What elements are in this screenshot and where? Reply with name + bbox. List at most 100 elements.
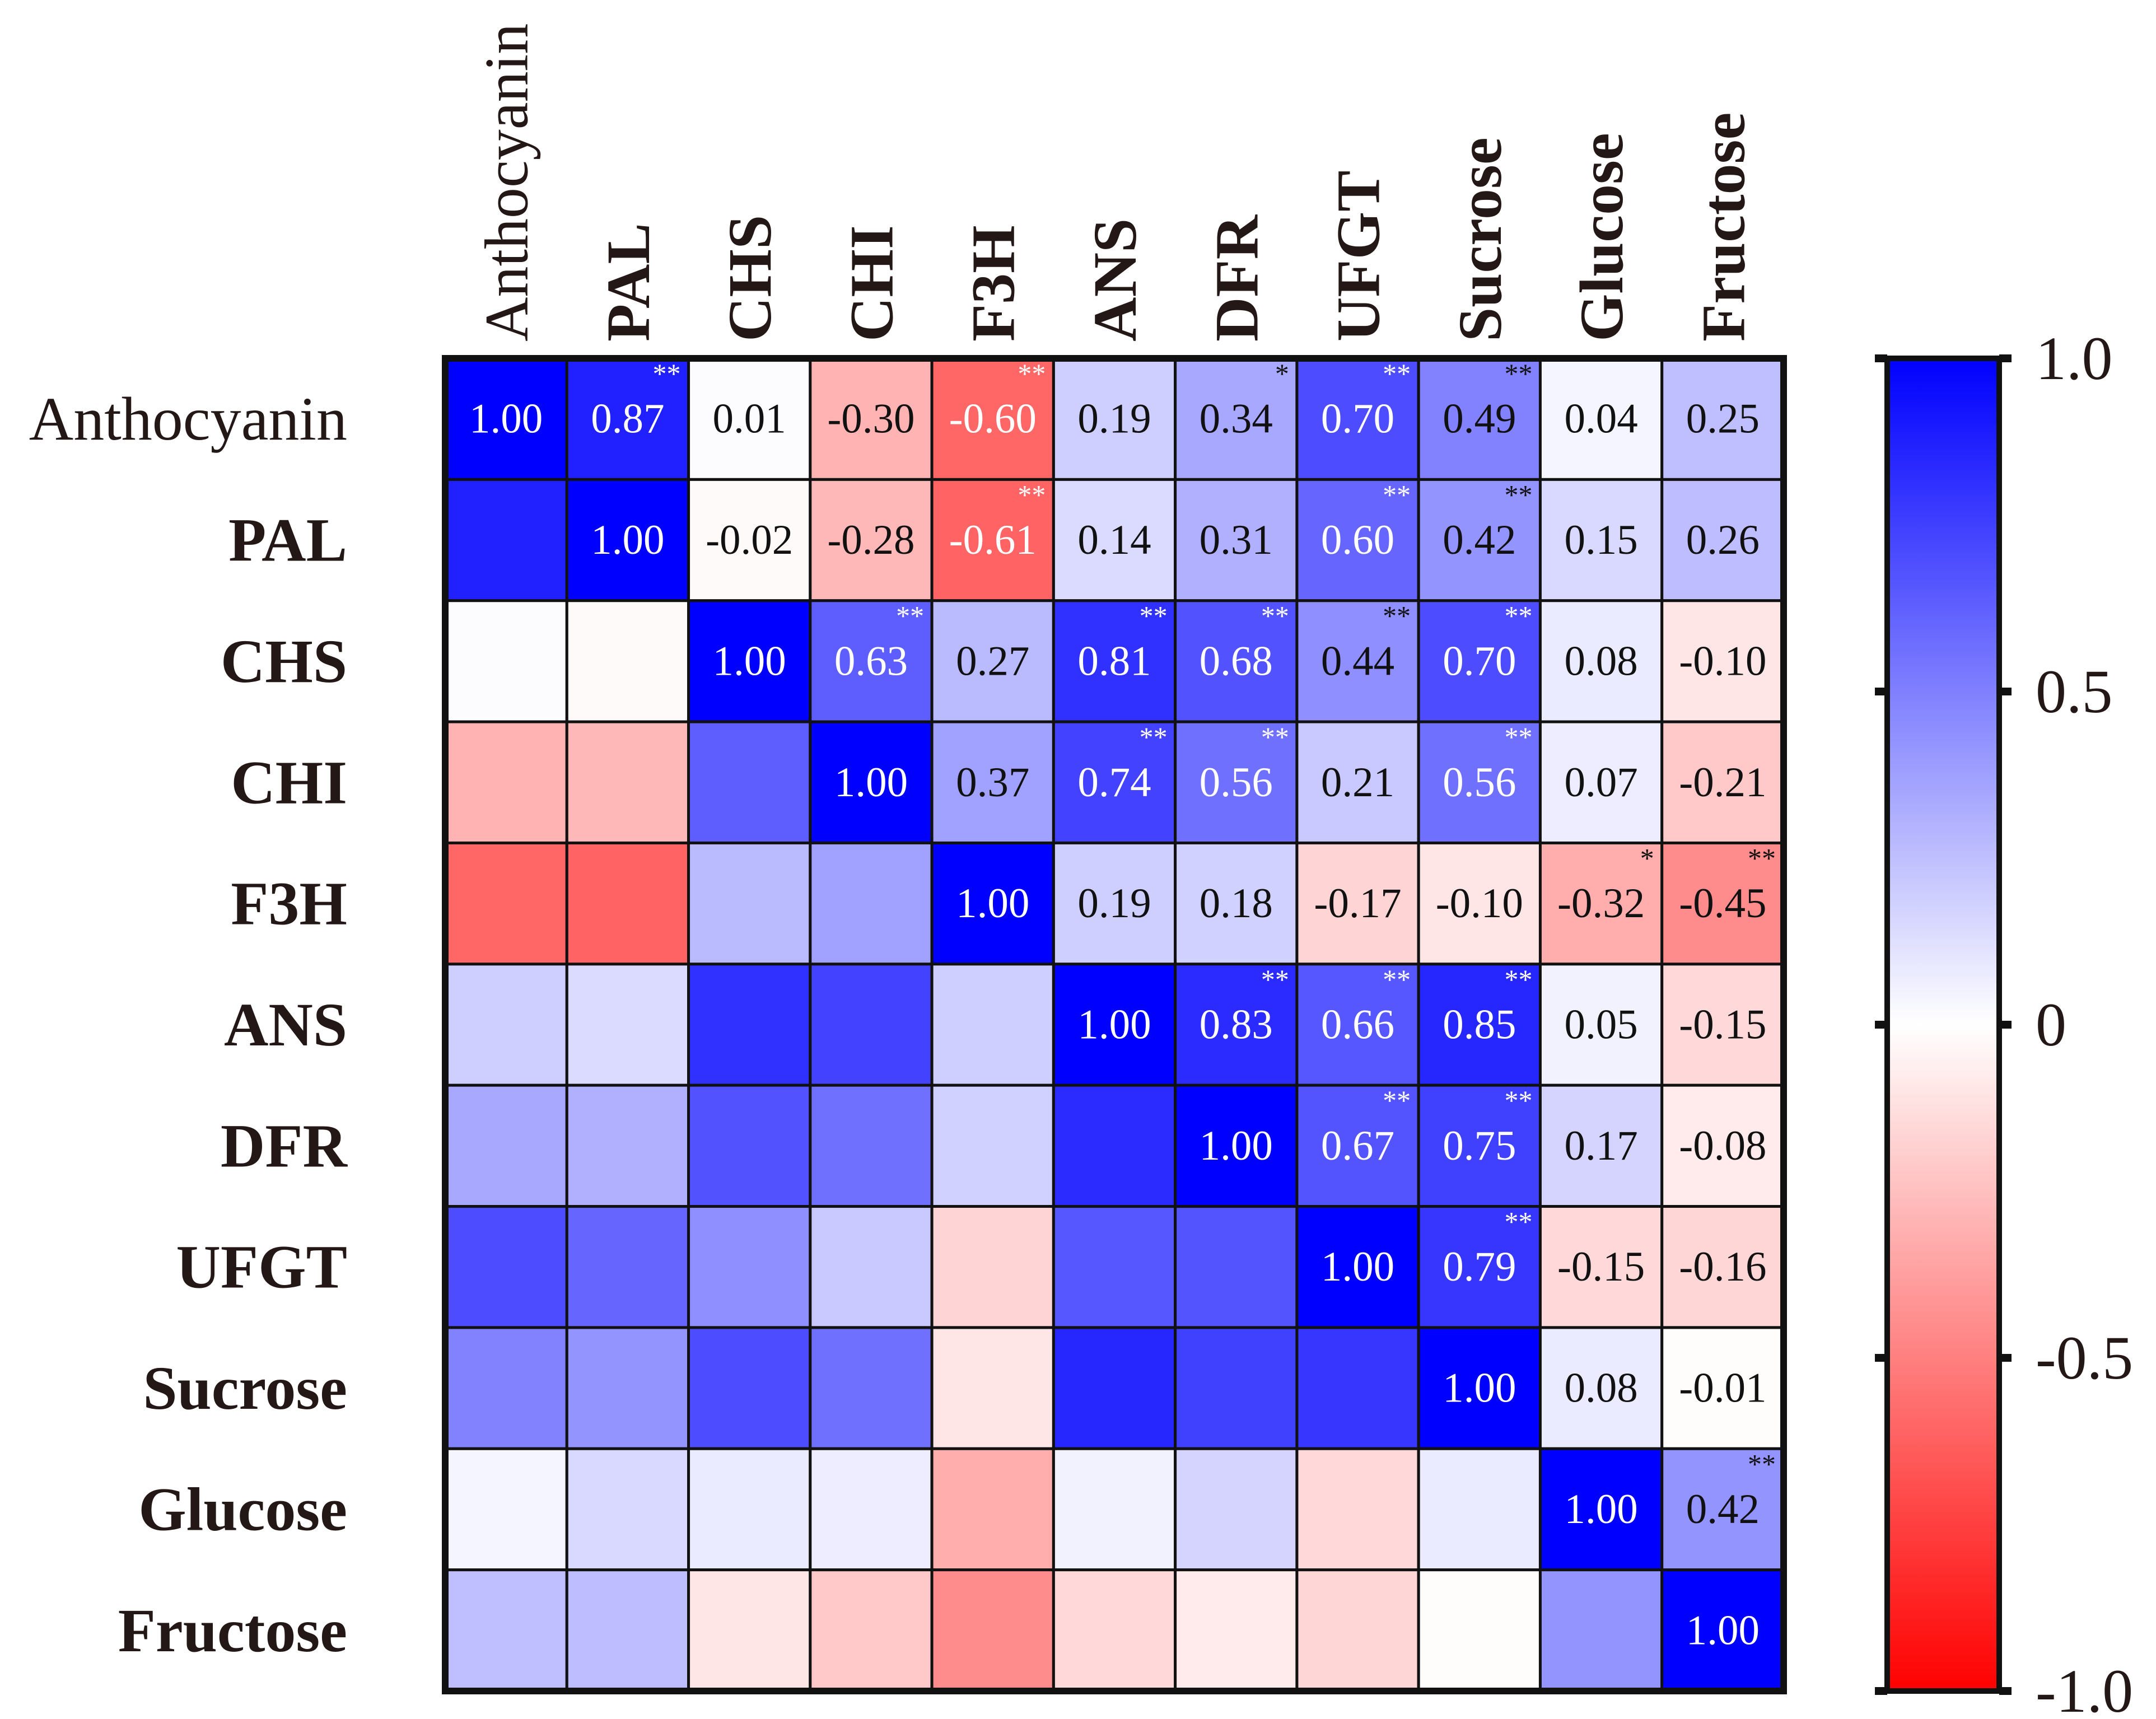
colorbar-tick-label: -0.5: [2036, 1324, 2133, 1392]
cell-value-label: 0.42: [1686, 1486, 1760, 1533]
significance-marker: **: [1504, 479, 1532, 510]
heatmap-cell: [809, 1205, 934, 1329]
heatmap-cell: [1295, 1568, 1420, 1693]
cell-value-label: -0.61: [949, 517, 1037, 563]
cell-value-label: 1.00: [469, 396, 543, 442]
colorbar-ticks: 1.0 0.5 0 -0.5 -1.0: [1875, 324, 2133, 1719]
column-label: Glucose: [1567, 133, 1636, 342]
heatmap-cell: [809, 1083, 934, 1208]
row-labels: Anthocyanin PAL CHS CHI F3H ANS DFR UFGT Sucrose…: [29, 385, 348, 1665]
heatmap-cell: [1660, 841, 1785, 966]
column-label: Sucrose: [1446, 137, 1514, 342]
cell-value-label: 0.18: [1200, 880, 1273, 927]
significance-marker: **: [1383, 964, 1411, 995]
heatmap-cell: [1417, 1326, 1542, 1450]
cell-value-label: 0.56: [1443, 759, 1516, 806]
heatmap-cell: [1417, 478, 1542, 602]
significance-marker: **: [1748, 1448, 1776, 1479]
heatmap-cell: [930, 1447, 1055, 1572]
cell-value-label: 0.70: [1443, 638, 1516, 684]
row-label: DFR: [221, 1111, 348, 1180]
cell-value-label: 0.08: [1564, 1365, 1637, 1412]
heatmap-cell: [687, 1326, 812, 1450]
cell-value-label: 0.79: [1443, 1244, 1516, 1290]
cell-value-label: 1.00: [713, 638, 786, 684]
significance-marker: **: [1018, 358, 1046, 389]
heatmap-cell: [1660, 478, 1785, 602]
heatmap-cell: [444, 1326, 568, 1450]
row-label: CHI: [231, 748, 347, 816]
significance-marker: **: [1261, 721, 1289, 753]
heatmap-cell: [1295, 1447, 1420, 1572]
significance-marker: **: [1261, 964, 1289, 995]
cell-value-label: 1.00: [1321, 1244, 1394, 1290]
cell-value-label: 0.26: [1686, 517, 1760, 563]
heatmap-cell: [444, 1568, 568, 1693]
heatmap-cell: [444, 357, 568, 481]
heatmap-cell: [565, 963, 690, 1087]
heatmap-cell: [1052, 1083, 1177, 1208]
heatmap-cell: [1295, 599, 1420, 723]
heatmap-cell: [444, 1447, 568, 1572]
heatmap-cell: [1174, 1326, 1299, 1450]
row-label: Fructose: [118, 1596, 347, 1665]
heatmap-cell: [1052, 1568, 1177, 1693]
heatmap-cell: [444, 841, 568, 966]
heatmap-cell: [1174, 1447, 1299, 1572]
cell-value-label: -0.02: [706, 517, 793, 563]
heatmap-cell: [1538, 599, 1664, 723]
heatmap-cell: [1295, 1083, 1420, 1208]
heatmap-cell: [1538, 1205, 1664, 1329]
heatmap-cell: [809, 720, 934, 844]
row-label: F3H: [231, 870, 347, 938]
cell-value-label: 0.08: [1564, 638, 1637, 684]
column-label: PAL: [594, 223, 662, 342]
cell-value-label: 0.70: [1321, 396, 1394, 442]
heatmap-cell: [809, 1447, 934, 1572]
significance-marker: **: [1383, 358, 1411, 389]
cell-value-label: 0.63: [834, 638, 908, 684]
heatmap-cell: [809, 963, 934, 1087]
cell-value-label: -0.08: [1679, 1123, 1766, 1169]
cell-value-label: -0.30: [827, 396, 914, 442]
heatmap-cell: [1052, 1447, 1177, 1572]
cell-value-label: 0.19: [1077, 396, 1151, 442]
heatmap-cell: [565, 1447, 690, 1572]
cell-value-label: -0.32: [1557, 880, 1645, 927]
significance-marker: **: [1383, 1085, 1411, 1116]
heatmap-cell: [565, 478, 690, 602]
heatmap-cell: [1295, 357, 1420, 481]
row-label: Glucose: [138, 1475, 347, 1543]
cell-value-label: 0.27: [956, 638, 1029, 684]
significance-marker: **: [653, 358, 681, 389]
heatmap-cell: [687, 963, 812, 1087]
heatmap-cell: [687, 1083, 812, 1208]
cell-value-label: 0.75: [1443, 1123, 1516, 1169]
cell-value-label: 0.37: [956, 759, 1029, 806]
heatmap-cell: [930, 1205, 1055, 1329]
cell-value-label: -0.28: [827, 517, 914, 563]
cell-value-label: 0.56: [1200, 759, 1273, 806]
column-label: ANS: [1081, 218, 1149, 342]
heatmap-cell: [565, 1568, 690, 1693]
heatmap-cell: [1538, 1568, 1664, 1693]
heatmap-cell: [1295, 963, 1420, 1087]
significance-marker: **: [1748, 842, 1776, 873]
cell-value-label: -0.17: [1314, 880, 1401, 927]
heatmap-cell: [1174, 1568, 1299, 1693]
cell-value-label: 0.83: [1200, 1002, 1273, 1048]
cell-value-label: 0.81: [1077, 638, 1151, 684]
heatmap-cell: [930, 841, 1055, 966]
cell-value-label: 1.00: [956, 880, 1029, 927]
heatmap-cell: [1174, 1205, 1299, 1329]
column-label: CHS: [716, 215, 784, 342]
heatmap-cell: [565, 720, 690, 844]
heatmap-cell: [687, 720, 812, 844]
column-label: CHI: [837, 225, 906, 342]
heatmap-cell: [930, 1568, 1055, 1693]
heatmap-cell: [565, 357, 690, 481]
heatmap-cell: [565, 1205, 690, 1329]
heatmap-cell: [565, 841, 690, 966]
heatmap-cell: [687, 1447, 812, 1572]
heatmap-cell: [1295, 478, 1420, 602]
